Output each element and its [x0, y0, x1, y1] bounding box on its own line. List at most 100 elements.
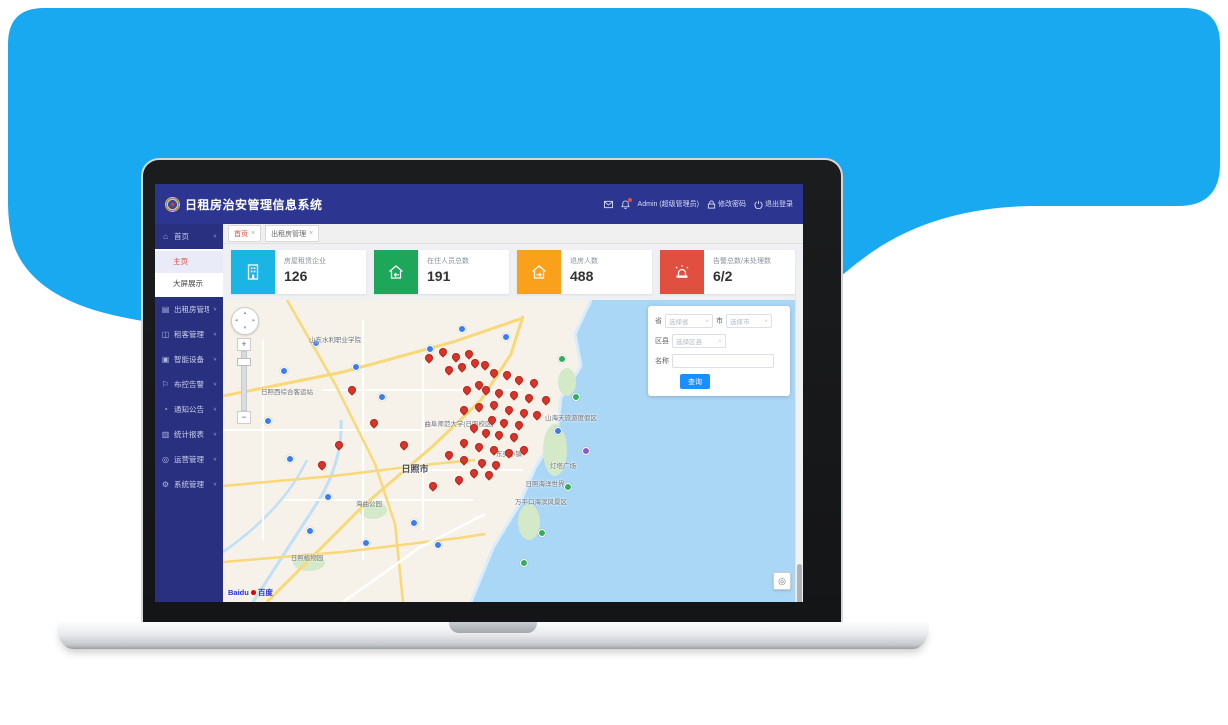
- building-icon: [231, 250, 275, 294]
- stat-value: 488: [570, 268, 594, 284]
- stat-cards-row: 房屋租赁企业 126 在住人员总数 191 退房人数 488 告警总数/未处理数 6/2: [223, 244, 803, 300]
- baidu-logo: Baidu 百度: [228, 588, 273, 597]
- app-title: 日租房治安管理信息系统: [185, 197, 323, 212]
- chevron-down-icon: ∨: [212, 332, 217, 338]
- stat-value: 6/2: [713, 268, 733, 284]
- stat-card-3: 告警总数/未处理数 6/2: [660, 250, 795, 294]
- laptop-notch: [449, 622, 537, 633]
- name-input[interactable]: [672, 354, 774, 368]
- city-select[interactable]: 选择市 ∨: [726, 314, 772, 328]
- city-label: 市: [716, 318, 723, 325]
- sidebar-item-label: 出租房管理: [174, 305, 209, 314]
- user-menu[interactable]: Admin (超级管理员): [637, 201, 699, 208]
- sidebar-item-0[interactable]: ⌂ 首页 ∧: [155, 224, 223, 249]
- sidebar-item-7[interactable]: ◎ 运营管理 ∨: [155, 447, 223, 472]
- map-poi-icon: [286, 455, 294, 463]
- province-select[interactable]: 选择省 ∨: [665, 314, 713, 328]
- map-label: 日照海洋世界: [525, 481, 565, 488]
- tab-bar: 首页 × 出租房管理 ×: [223, 224, 803, 244]
- sidebar-item-1[interactable]: ▤ 出租房管理 ∨: [155, 297, 223, 322]
- pan-left-icon[interactable]: ◂: [235, 317, 238, 324]
- zoom-slider-handle[interactable]: [237, 358, 251, 366]
- chevron-down-icon: ∨: [212, 382, 217, 388]
- zoom-out-button[interactable]: −: [237, 411, 251, 424]
- map-poi-icon: [362, 539, 370, 547]
- zoom-in-button[interactable]: +: [237, 338, 251, 351]
- sidebar-subitem[interactable]: 大屏展示: [173, 279, 203, 288]
- sidebar-item-label: 智能设备: [174, 355, 204, 364]
- tenant-icon: ◫: [161, 330, 170, 339]
- sidebar-item-label: 租客管理: [174, 330, 204, 339]
- close-tab-icon[interactable]: ×: [309, 230, 314, 237]
- scrollbar-thumb[interactable]: [797, 564, 802, 602]
- sidebar-item-label: 首页: [174, 232, 189, 241]
- sidebar-item-3[interactable]: ▣ 智能设备 ∨: [155, 347, 223, 372]
- stat-value: 191: [427, 268, 451, 284]
- laptop-screen: 日租房治安管理信息系统 Admin (超级管理员): [141, 158, 843, 622]
- locate-button[interactable]: ◎: [773, 572, 791, 590]
- query-button[interactable]: 查询: [680, 374, 710, 389]
- change-password-link[interactable]: 修改密码: [707, 199, 746, 209]
- chevron-down-icon: ∨: [212, 482, 217, 488]
- mail-icon[interactable]: [603, 200, 613, 209]
- pan-down-icon[interactable]: ▾: [243, 325, 247, 331]
- close-tab-icon[interactable]: ×: [251, 230, 256, 237]
- sidebar-item-4[interactable]: ⚐ 布控告警 ∨: [155, 372, 223, 397]
- sidebar-item-8[interactable]: ⚙ 系统管理 ∨: [155, 472, 223, 497]
- map-poi-icon: [434, 541, 442, 549]
- settings-icon: ⚙: [161, 480, 170, 489]
- vertical-scrollbar[interactable]: [795, 264, 803, 602]
- operation-icon: ◎: [162, 455, 169, 464]
- map-label: 山东水利职业学院: [309, 337, 361, 344]
- baidu-paw-icon: [250, 590, 256, 595]
- sidebar-item-6[interactable]: ▥ 统计报表 ∨: [155, 422, 223, 447]
- chevron-down-icon: ∨: [718, 338, 722, 344]
- sidebar-item-label: 运营管理: [174, 455, 204, 464]
- map-poi-icon: [538, 529, 546, 537]
- tab-label: 出租房管理: [271, 230, 307, 238]
- name-label: 名称: [655, 358, 669, 365]
- map-label: 日照植物园: [290, 555, 324, 562]
- notice-icon: ◔: [163, 405, 168, 414]
- siren-icon: [660, 250, 704, 294]
- chevron-up-icon: ∧: [212, 234, 217, 240]
- map-label: 山海天旅游度假区: [545, 415, 597, 422]
- device-icon: ▣: [161, 355, 170, 364]
- sidebar-submenu: 主页 大屏展示: [155, 249, 223, 297]
- stat-value: 126: [284, 268, 308, 284]
- chevron-down-icon: ∨: [212, 407, 217, 413]
- map-poi-icon: [458, 325, 466, 333]
- app-window: 日租房治安管理信息系统 Admin (超级管理员): [155, 184, 803, 602]
- stat-label: 退房人数: [570, 258, 598, 265]
- tab-0[interactable]: 首页 ×: [228, 225, 262, 242]
- police-badge-logo: [165, 196, 180, 212]
- map-poi-icon: [306, 527, 314, 535]
- bell-icon[interactable]: [620, 197, 632, 209]
- map-poi-icon: [410, 519, 418, 527]
- power-icon: [754, 200, 763, 209]
- pan-up-icon[interactable]: ▴: [243, 310, 247, 316]
- sidebar-item-label: 系统管理: [174, 480, 204, 489]
- pan-right-icon[interactable]: ▸: [252, 317, 255, 324]
- map-poi-icon: [352, 363, 360, 371]
- district-select[interactable]: 选择区县 ∨: [672, 334, 726, 348]
- sidebar-item-label: 通知公告: [174, 405, 204, 414]
- map-label: 日照西综合客运站: [261, 389, 313, 396]
- map-pan-control[interactable]: ▴ ▾ ◂ ▸: [231, 307, 259, 335]
- map-poi-icon: [558, 355, 566, 363]
- sidebar-item-5[interactable]: ◔ 通知公告 ∨: [155, 397, 223, 422]
- chevron-down-icon: ∨: [705, 318, 709, 324]
- zoom-slider-track[interactable]: [237, 351, 251, 411]
- notification-badge: [627, 197, 632, 202]
- map-poi-icon: [378, 393, 386, 401]
- map-zoom-control: + −: [237, 338, 251, 424]
- sidebar-item-2[interactable]: ◫ 租客管理 ∨: [155, 322, 223, 347]
- tab-1[interactable]: 出租房管理 ×: [265, 225, 320, 242]
- map-canvas[interactable]: 山东水利职业学院日照西综合客运站曲阜师范大学(日照校区)山海天旅游度假区日照市东…: [223, 300, 803, 602]
- sidebar-subitem[interactable]: 主页: [155, 251, 223, 273]
- logout-link[interactable]: 退出登录: [754, 199, 793, 209]
- map-label: 万平口海滨风景区: [515, 499, 567, 506]
- map-poi-icon: [280, 367, 288, 375]
- stat-label: 在住人员总数: [427, 258, 469, 265]
- sidebar: ⌂ 首页 ∧ 主页 大屏展示 ▤ 出租房管理 ∨ ◫ 租客管理 ∨ ▣ 智能设备 ∨ ⚐ 布控告警 ∨ ◔ 通知公告…: [155, 224, 223, 602]
